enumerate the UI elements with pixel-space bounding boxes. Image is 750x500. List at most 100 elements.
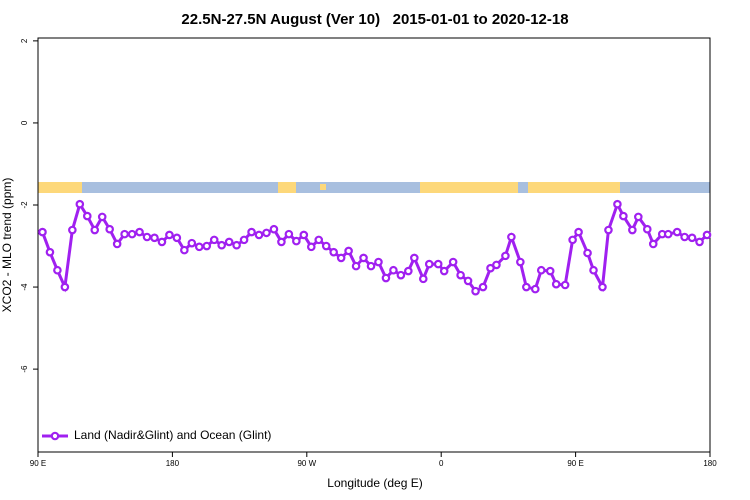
data-point bbox=[613, 199, 622, 209]
data-point bbox=[112, 239, 122, 249]
data-point bbox=[536, 265, 546, 275]
legend-marker bbox=[50, 431, 60, 441]
data-point bbox=[172, 233, 182, 243]
data-point bbox=[45, 247, 55, 257]
x-tick-label: 90 E bbox=[30, 459, 46, 468]
x-tick-label: 90 E bbox=[567, 459, 583, 468]
map-strip bbox=[38, 182, 710, 193]
data-point bbox=[209, 235, 219, 245]
data-point bbox=[359, 253, 368, 263]
data-point bbox=[471, 286, 480, 296]
data-point bbox=[501, 251, 510, 261]
data-point bbox=[135, 227, 144, 237]
ocean-strip bbox=[38, 182, 710, 193]
data-point bbox=[687, 233, 697, 243]
plot-frame bbox=[37, 37, 711, 453]
data-point bbox=[142, 232, 152, 242]
data-point bbox=[456, 270, 465, 280]
y-tick-label: 2 bbox=[20, 38, 29, 43]
data-point bbox=[217, 240, 226, 250]
data-point bbox=[336, 253, 346, 263]
y-axis-label: XCO2 - MLO trend (ppm) bbox=[0, 178, 14, 313]
data-point bbox=[404, 266, 413, 276]
data-point bbox=[702, 230, 712, 240]
data-point bbox=[598, 282, 607, 292]
y-tick-label: 0 bbox=[20, 120, 29, 125]
data-point bbox=[254, 230, 264, 240]
data-point bbox=[663, 229, 673, 239]
data-point bbox=[53, 265, 62, 275]
data-point bbox=[165, 230, 174, 240]
data-point bbox=[150, 233, 159, 243]
data-point bbox=[583, 248, 592, 258]
data-point bbox=[277, 237, 286, 247]
data-point bbox=[619, 211, 628, 221]
land-strip bbox=[278, 182, 296, 193]
data-point bbox=[574, 227, 583, 237]
data-point bbox=[545, 266, 555, 276]
data-point bbox=[292, 236, 301, 246]
data-point bbox=[695, 237, 704, 247]
data-point bbox=[560, 280, 570, 290]
data-point bbox=[410, 253, 419, 263]
data-point bbox=[439, 266, 449, 276]
data-point bbox=[232, 240, 241, 250]
data-point bbox=[366, 261, 376, 271]
legend-label: Land (Nadir&Glint) and Ocean (Glint) bbox=[74, 428, 271, 442]
x-tick-label: 180 bbox=[166, 459, 180, 468]
data-point bbox=[418, 274, 428, 284]
data-point bbox=[194, 242, 204, 252]
data-point bbox=[127, 229, 137, 239]
x-tick-label: 90 W bbox=[297, 459, 316, 468]
data-point bbox=[284, 229, 294, 239]
data-point bbox=[321, 241, 331, 251]
data-point bbox=[187, 238, 197, 248]
data-point bbox=[180, 245, 189, 255]
data-point bbox=[224, 237, 234, 247]
land-strip bbox=[38, 182, 82, 193]
data-point bbox=[530, 284, 540, 294]
data-point bbox=[351, 261, 361, 271]
data-point bbox=[239, 235, 249, 245]
data-point bbox=[604, 225, 613, 235]
x-tick-label: 180 bbox=[703, 459, 717, 468]
data-point bbox=[507, 232, 516, 242]
data-point bbox=[589, 265, 598, 275]
data-point bbox=[463, 276, 473, 286]
data-point bbox=[642, 224, 652, 234]
y-tick-label: -6 bbox=[20, 365, 29, 373]
data-point bbox=[329, 247, 338, 257]
data-point bbox=[247, 227, 256, 237]
data-point bbox=[516, 257, 525, 267]
data-point bbox=[344, 246, 353, 256]
data-point bbox=[478, 282, 488, 292]
land-strip bbox=[528, 182, 620, 193]
data-point bbox=[396, 270, 406, 280]
data-point bbox=[433, 259, 443, 269]
data-point bbox=[648, 239, 658, 249]
chart-title: 22.5N-27.5N August (Ver 10) 2015-01-01 t… bbox=[181, 11, 568, 28]
data-point bbox=[97, 212, 107, 222]
data-point bbox=[38, 227, 47, 237]
y-tick-label: -4 bbox=[20, 283, 29, 291]
data-point bbox=[634, 212, 643, 222]
data-point bbox=[381, 273, 391, 283]
data-point bbox=[492, 260, 501, 270]
data-point bbox=[448, 257, 458, 267]
data-point bbox=[75, 199, 85, 209]
data-point bbox=[68, 225, 77, 235]
x-tick-label: 0 bbox=[439, 459, 444, 468]
data-point bbox=[314, 235, 324, 245]
data-point bbox=[60, 282, 70, 292]
data-point bbox=[157, 237, 167, 247]
data-point bbox=[522, 282, 531, 292]
land-strip bbox=[320, 184, 326, 190]
data-point bbox=[551, 279, 561, 289]
y-tick-label: -2 bbox=[20, 201, 29, 209]
data-point bbox=[680, 232, 689, 242]
data-point bbox=[672, 227, 682, 237]
x-axis-label: Longitude (deg E) bbox=[327, 476, 422, 490]
data-point bbox=[105, 224, 114, 234]
